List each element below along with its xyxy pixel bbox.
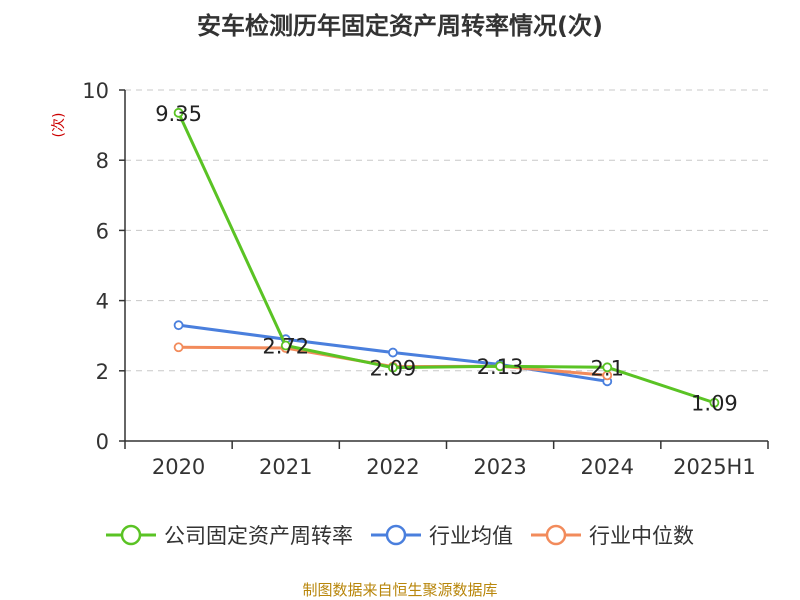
data-point — [280, 340, 291, 351]
data-point — [173, 107, 184, 118]
x-tick-label: 2022 — [366, 455, 419, 479]
data-label: 2.1 — [591, 356, 624, 380]
y-tick-label: 6 — [96, 219, 109, 243]
data-point — [388, 362, 398, 373]
y-tick-label: 0 — [96, 430, 109, 454]
legend-line-icon — [106, 524, 156, 546]
y-tick-label: 8 — [96, 149, 109, 173]
data-point — [173, 320, 184, 331]
x-tick-label: 2025H1 — [673, 455, 756, 479]
data-labels: 9.35 2.72 2.09 2.13 2.1 1.09 — [155, 102, 738, 416]
data-point — [495, 361, 505, 372]
data-label: 2.72 — [262, 335, 309, 359]
data-label: 9.35 — [155, 102, 202, 126]
data-point — [173, 342, 184, 353]
data-point — [602, 362, 613, 373]
y-axis-label: (次) — [51, 113, 67, 138]
y-tick-label: 10 — [82, 79, 109, 103]
x-tick-label: 2020 — [152, 455, 205, 479]
data-point — [388, 347, 398, 358]
series-group — [173, 107, 720, 408]
legend-label-industry-mean: 行业均值 — [429, 524, 513, 548]
series-line — [177, 112, 715, 405]
legend-label-company: 公司固定资产周转率 — [164, 524, 353, 548]
legend: 公司固定资产周转率 行业均值 行业中位数 — [0, 520, 800, 550]
x-tick-label: 2024 — [581, 455, 634, 479]
y-tick-label: 4 — [96, 290, 109, 314]
legend-label-industry-median: 行业中位数 — [589, 524, 694, 548]
x-tick-label: 2023 — [473, 455, 526, 479]
data-label: 1.09 — [691, 392, 738, 416]
data-label: 2.13 — [477, 355, 524, 379]
data-point — [709, 397, 720, 408]
x-tick-labels: 2020 2021 2022 2023 2024 2025H1 — [152, 455, 756, 479]
chart-title: 安车检测历年固定资产周转率情况(次) — [197, 12, 603, 40]
data-label: 2.09 — [370, 357, 417, 381]
legend-line-icon — [371, 524, 421, 546]
legend-item-company[interactable]: 公司固定资产周转率 — [106, 520, 353, 550]
x-tick-label: 2021 — [259, 455, 312, 479]
source-footer: 制图数据来自恒生聚源数据库 — [302, 581, 498, 599]
y-tick-label: 2 — [96, 360, 109, 384]
legend-line-icon — [531, 524, 581, 546]
grid-lines — [125, 89, 768, 372]
legend-item-industry-mean[interactable]: 行业均值 — [371, 520, 513, 550]
y-tick-labels: 0 2 4 6 8 10 — [82, 79, 109, 454]
axes — [119, 89, 769, 449]
legend-item-industry-median[interactable]: 行业中位数 — [531, 520, 694, 550]
